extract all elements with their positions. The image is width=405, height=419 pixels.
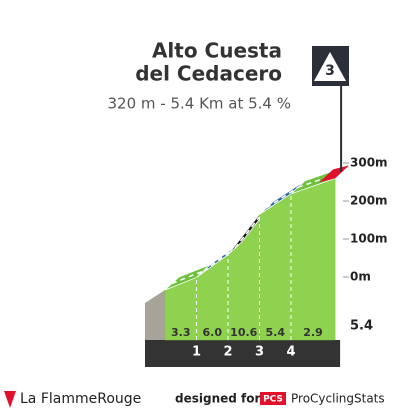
profile-face <box>227 213 260 341</box>
distance-label: 5.4 <box>350 319 373 334</box>
brand-logo <box>4 391 16 408</box>
subtitle: 320 m - 5.4 Km at 5.4 % <box>107 95 291 113</box>
gradient-label: 2.9 <box>303 326 323 339</box>
y-tick-label: 0m <box>350 270 371 284</box>
gradient-label: 3.3 <box>171 326 191 339</box>
brand: La FlammeRouge <box>20 391 141 407</box>
gradient-label: 5.4 <box>266 326 286 339</box>
site: ProCyclingStats <box>291 392 385 406</box>
y-tick-label: 300m <box>350 156 388 170</box>
gradient-label: 10.6 <box>230 326 257 339</box>
designed-for: designed for <box>175 392 260 406</box>
km-label: 1 <box>192 345 201 360</box>
y-tick-label: 200m <box>350 194 388 208</box>
km-label: 3 <box>255 345 264 360</box>
profile-dash <box>203 247 236 272</box>
pcs-logo <box>260 392 286 405</box>
profile-dash <box>266 186 299 209</box>
profile-dash <box>171 270 204 285</box>
side-face <box>145 290 165 340</box>
gradient-label: 6.0 <box>203 326 223 339</box>
footer: La FlammeRouge designed for PCS ProCycli… <box>4 391 385 408</box>
profile-face <box>259 193 292 341</box>
title-line: Alto Cuesta <box>152 39 282 63</box>
base-band <box>145 340 341 367</box>
category-label: 3 <box>325 63 335 79</box>
profile-face <box>290 178 336 341</box>
title-line: del Cedacero <box>135 62 282 86</box>
y-tick-label: 100m <box>350 232 388 246</box>
km-label: 2 <box>223 345 232 360</box>
km-label: 4 <box>286 345 295 360</box>
pcs-label: PCS <box>263 395 283 405</box>
badge-triangle <box>314 52 346 81</box>
